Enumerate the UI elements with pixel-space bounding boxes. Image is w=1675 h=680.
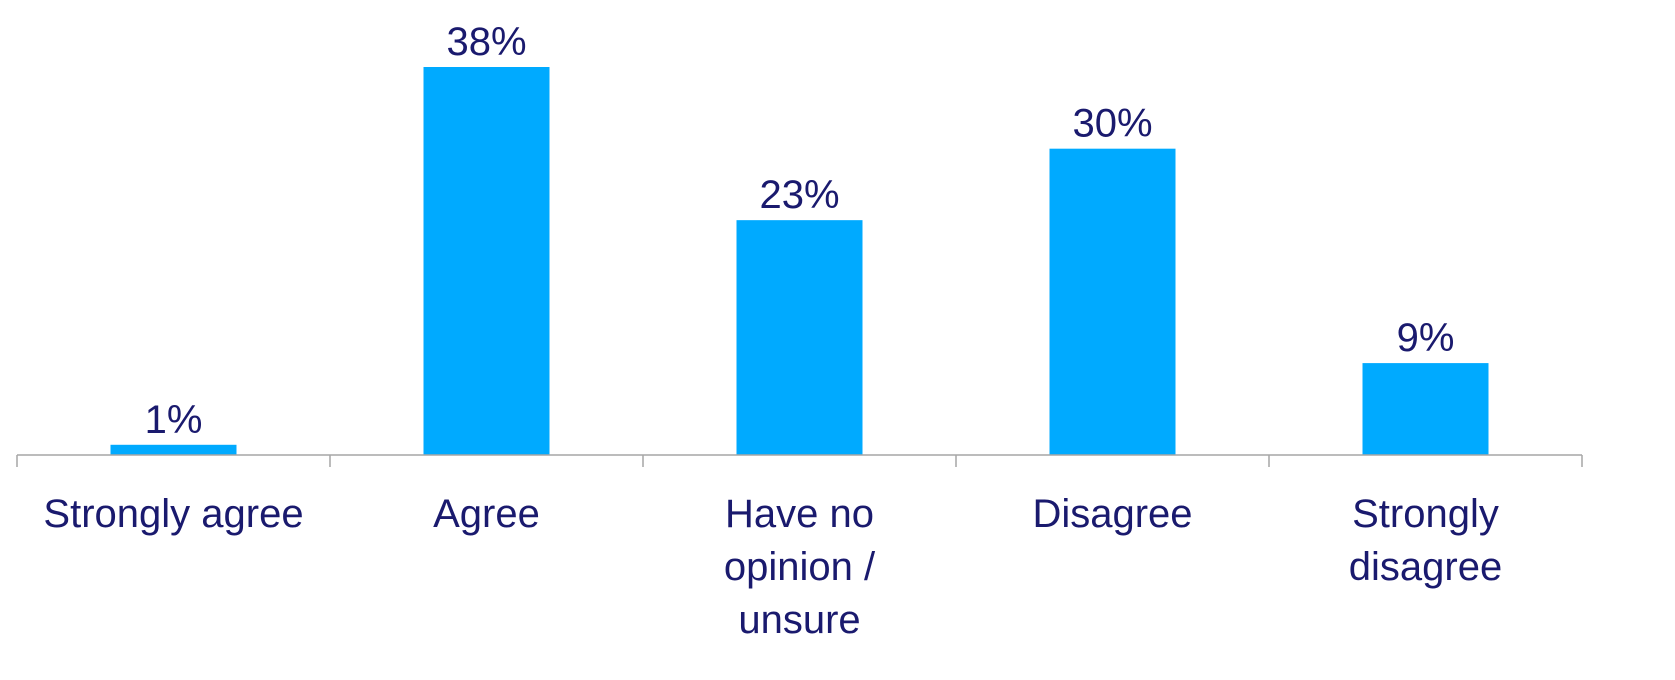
category-label-line: disagree bbox=[1349, 545, 1502, 589]
data-label-have-no-opinion-unsure: 23% bbox=[759, 173, 839, 217]
category-label-strongly-agree: Strongly agree bbox=[43, 492, 303, 536]
category-label-agree: Agree bbox=[433, 492, 540, 536]
data-label-disagree: 30% bbox=[1072, 102, 1152, 146]
category-labels-group: Strongly agree Agree Have no opinion / unsur… bbox=[43, 492, 1502, 642]
value-labels-group: 1% 38% 23% 30% 9% bbox=[145, 20, 1455, 442]
category-label-line: Strongly bbox=[1352, 492, 1499, 536]
category-label-line: Have no bbox=[725, 492, 874, 536]
category-label-line: Strongly agree bbox=[43, 492, 303, 536]
bar-disagree bbox=[1049, 148, 1176, 455]
category-label-line: opinion / bbox=[724, 545, 876, 589]
bar-agree bbox=[423, 67, 550, 455]
x-axis bbox=[16, 454, 1583, 467]
bar-have-no-opinion-unsure bbox=[736, 220, 863, 455]
category-label-have-no-opinion-unsure: Have no opinion / unsure bbox=[724, 492, 876, 642]
bar-strongly-disagree bbox=[1362, 363, 1489, 455]
category-label-line: Disagree bbox=[1032, 492, 1192, 536]
data-label-strongly-agree: 1% bbox=[145, 398, 203, 442]
data-label-agree: 38% bbox=[446, 20, 526, 64]
data-label-strongly-disagree: 9% bbox=[1397, 316, 1455, 360]
bar-strongly-agree bbox=[110, 444, 237, 455]
category-label-line: Agree bbox=[433, 492, 540, 536]
bars-group bbox=[110, 67, 1489, 455]
category-label-disagree: Disagree bbox=[1032, 492, 1192, 536]
category-label-strongly-disagree: Strongly disagree bbox=[1349, 492, 1502, 589]
category-label-line: unsure bbox=[738, 598, 860, 642]
